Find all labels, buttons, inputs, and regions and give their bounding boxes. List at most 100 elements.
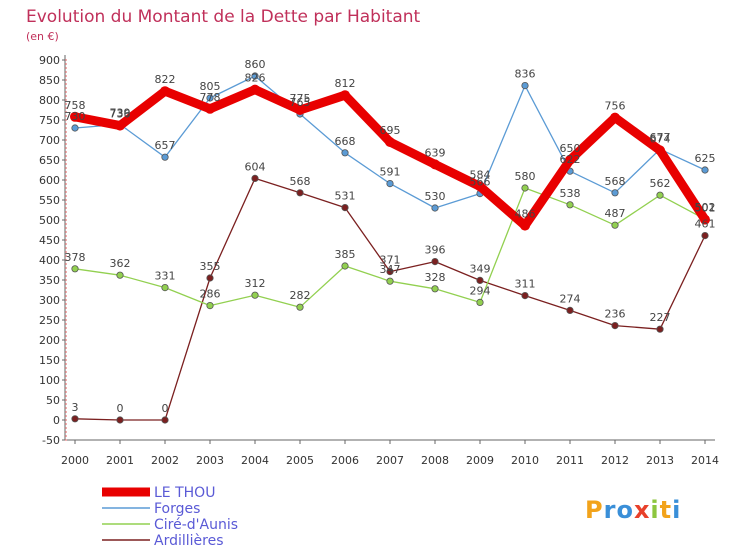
logo-letter: P (585, 496, 604, 524)
x-tick-label: 2002 (151, 454, 179, 467)
logo-letter: i (650, 496, 659, 524)
data-label: 604 (245, 160, 266, 173)
data-point (655, 145, 665, 156)
series-3 (71, 174, 709, 424)
logo-letter: r (604, 496, 617, 524)
data-point (611, 321, 619, 330)
data-point (475, 181, 485, 192)
data-point (610, 112, 620, 123)
data-label: 562 (650, 177, 671, 190)
series-2 (71, 184, 709, 311)
data-point (115, 120, 125, 131)
data-point (206, 94, 214, 102)
data-point (701, 232, 709, 240)
data-point (386, 180, 394, 188)
data-label: 668 (335, 135, 356, 148)
x-tick-label: 2003 (196, 454, 224, 467)
data-label: 822 (155, 73, 176, 86)
y-tick-label: 350 (39, 274, 60, 287)
chart-title: Evolution du Montant de la Dette par Hab… (26, 7, 421, 27)
data-point (385, 137, 395, 147)
y-tick-label: 750 (39, 114, 60, 127)
axes: -500501001502002503003504004505005506006… (39, 54, 719, 467)
series-0 (70, 84, 710, 231)
data-label: 371 (380, 254, 401, 267)
x-tick-label: 2005 (286, 454, 314, 467)
x-tick-label: 2014 (691, 454, 719, 467)
data-point (521, 184, 529, 192)
data-point (565, 155, 575, 165)
data-label: 695 (380, 124, 401, 137)
data-label: 378 (65, 251, 86, 264)
data-label: 591 (380, 166, 401, 179)
data-label: 758 (65, 99, 86, 112)
data-label: 580 (515, 170, 536, 183)
data-label: 0 (117, 402, 124, 415)
x-tick-label: 2004 (241, 454, 269, 467)
data-point (161, 283, 169, 292)
data-point (296, 303, 304, 311)
data-point (116, 271, 124, 279)
data-point (116, 416, 124, 424)
x-tick-label: 2007 (376, 454, 404, 467)
data-point (701, 166, 709, 174)
data-label: 805 (200, 80, 221, 93)
legend-label: Ciré-d'Aunis (154, 517, 238, 533)
data-label: 657 (155, 139, 176, 152)
y-tick-label: 0 (53, 414, 60, 427)
y-tick-label: 400 (39, 254, 60, 267)
data-point (431, 257, 439, 266)
data-point (386, 267, 394, 276)
x-tick-label: 2011 (556, 454, 584, 467)
data-label: 486 (515, 208, 536, 221)
data-label: 530 (425, 190, 446, 203)
data-label: 677 (650, 131, 671, 144)
data-label: 227 (650, 311, 671, 324)
data-point (520, 220, 530, 231)
data-point (340, 90, 350, 101)
data-label: 778 (200, 91, 221, 104)
labels-2: 378 362 331 286 312 282 385 347 328 294 580 538 487 5… (65, 170, 716, 302)
x-tick-label: 2008 (421, 454, 449, 467)
data-label: 282 (290, 289, 311, 302)
data-label: 568 (605, 175, 626, 188)
data-label: 622 (560, 153, 581, 166)
x-tick-label: 2013 (646, 454, 674, 467)
data-point (341, 204, 349, 212)
data-point (431, 285, 439, 293)
x-tick-label: 2001 (106, 454, 134, 467)
data-point (656, 325, 664, 333)
y-tick-label: 150 (39, 354, 60, 367)
labels-0: 758 736 822 778 826 775 812 695 639 584 486 650 756 6… (65, 72, 716, 221)
data-label: 362 (110, 257, 131, 270)
data-label: 312 (245, 277, 266, 290)
data-label: 347 (380, 263, 401, 276)
y-tick-label: 700 (39, 134, 60, 147)
data-point (161, 416, 169, 424)
data-point (566, 201, 574, 209)
data-label: 502 (695, 201, 716, 214)
y-tick-label: 300 (39, 294, 60, 307)
y-tick-label: 600 (39, 174, 60, 187)
y-tick-label: 850 (39, 74, 60, 87)
data-point (251, 72, 259, 80)
legend-label: Ardillières (154, 533, 224, 549)
y-tick-label: 500 (39, 214, 60, 227)
data-label: 538 (560, 187, 581, 200)
data-point (206, 274, 214, 282)
data-label: 461 (695, 218, 716, 231)
x-tick-label: 2009 (466, 454, 494, 467)
data-label: 286 (200, 288, 221, 301)
data-point (71, 415, 79, 423)
data-label: 487 (605, 207, 626, 220)
data-label: 812 (335, 77, 356, 90)
logo-letter: i (672, 496, 681, 524)
y-tick-label: 250 (39, 314, 60, 327)
data-label: 739 (110, 106, 131, 119)
data-point (476, 276, 484, 284)
data-label: 775 (290, 92, 311, 105)
y-tick-label: -50 (42, 434, 60, 447)
